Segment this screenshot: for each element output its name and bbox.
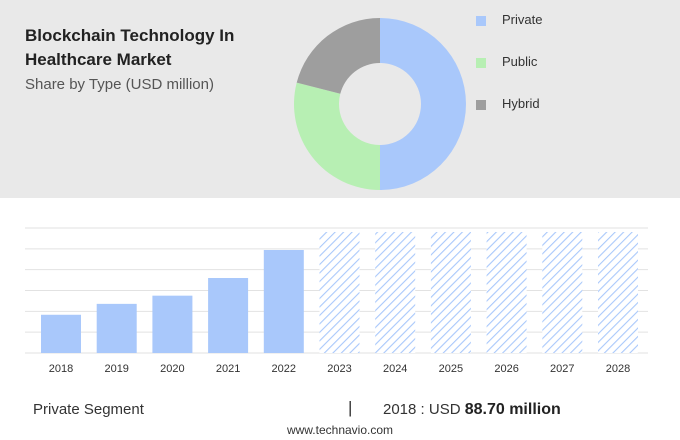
legend-swatch-public: [476, 58, 486, 68]
x-tick-label: 2023: [327, 363, 351, 375]
chart-subtitle: Share by Type (USD million): [25, 76, 214, 93]
segment-value-amount: 88.70 million: [464, 401, 561, 418]
donut-slice-private: [380, 18, 466, 190]
x-tick-label: 2018: [49, 363, 73, 375]
legend-label-public: Public: [502, 54, 538, 69]
bar-2020: [152, 295, 193, 353]
legend-swatch-private: [476, 16, 486, 26]
donut-slice-public: [294, 82, 380, 190]
x-tick-label: 2024: [383, 363, 407, 375]
x-tick-label: 2020: [160, 363, 184, 375]
x-tick-label: 2021: [216, 363, 240, 375]
legend-item-private: Private: [476, 12, 542, 54]
source-link[interactable]: www.technavio.com: [286, 423, 394, 437]
segment-label: Private Segment: [33, 401, 144, 418]
legend-item-hybrid: Hybrid: [476, 96, 542, 138]
x-tick-label: 2026: [494, 363, 518, 375]
footer-separator: |: [348, 398, 353, 417]
segment-value: 2018 : USD 88.70 million: [383, 401, 561, 419]
bar-2021: [208, 278, 249, 353]
forecast-bar-2025: [430, 232, 471, 353]
segment-year-prefix: 2018 : USD: [383, 401, 461, 418]
legend-swatch-hybrid: [476, 100, 486, 110]
x-tick-label: 2028: [606, 363, 630, 375]
donut-slice-hybrid: [296, 18, 380, 94]
legend-label-hybrid: Hybrid: [502, 96, 540, 111]
forecast-bar-2026: [486, 232, 527, 353]
bar-2019: [96, 303, 137, 353]
bar-chart: 2018 2019 2020 2021 2022 2023 2024 2025 2026 2027…: [25, 227, 648, 375]
donut-chart: [294, 18, 466, 190]
legend-item-public: Public: [476, 54, 542, 96]
forecast-bar-2027: [542, 232, 583, 353]
chart-title: Blockchain Technology In Healthcare Mark…: [25, 26, 235, 69]
x-tick-label: 2027: [550, 363, 574, 375]
x-tick-label: 2022: [272, 363, 296, 375]
x-tick-label: 2019: [104, 363, 128, 375]
forecast-bar-2024: [375, 232, 416, 353]
legend-label-private: Private: [502, 12, 543, 27]
forecast-bar-2028: [598, 232, 638, 353]
bar-2022: [263, 249, 304, 353]
forecast-bar-2023: [319, 232, 360, 353]
legend: Private Public Hybrid: [476, 12, 542, 138]
bar-2018: [41, 314, 81, 353]
x-tick-label: 2025: [439, 363, 463, 375]
